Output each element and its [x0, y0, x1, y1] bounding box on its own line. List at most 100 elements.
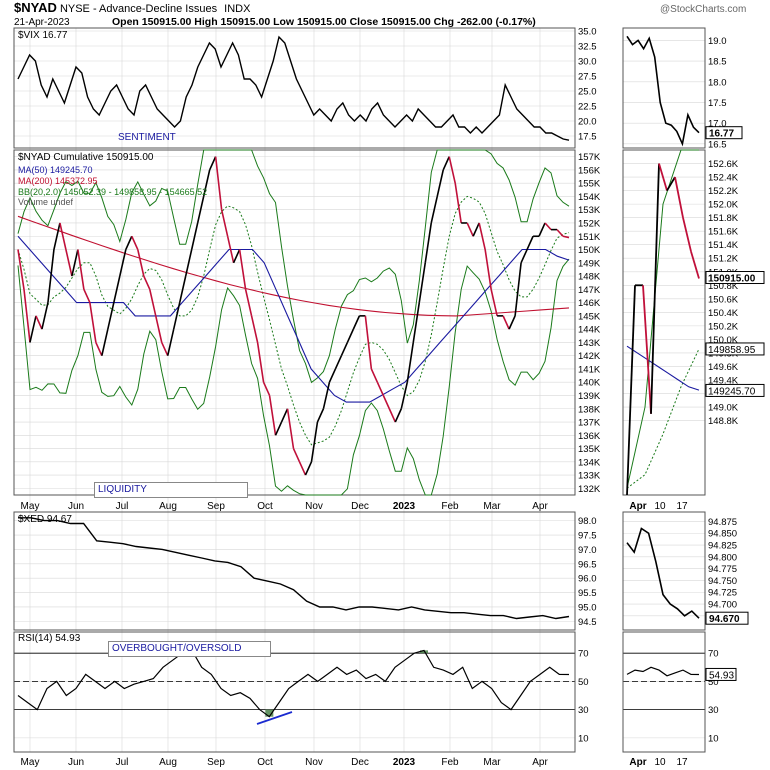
nyad-zoom-y-tick: 151.2K — [708, 254, 739, 265]
nyad-price-segment — [364, 315, 373, 370]
nyad-y-tick: 132K — [578, 484, 601, 495]
rsi-x-tick: Apr — [532, 757, 548, 768]
nyad-price-segment — [148, 289, 157, 317]
nyad-zoom-y-tick: 152.2K — [708, 186, 739, 197]
vix-y-tick: 20.0 — [578, 117, 597, 128]
bb-upper-band — [17, 149, 570, 384]
nyad-price-segment — [119, 249, 127, 277]
nyad-price-segment — [59, 222, 67, 250]
rsi-zoom-y-tick: 10 — [708, 733, 719, 744]
nyad-price-segment — [412, 302, 421, 343]
vix-y-tick: 32.5 — [578, 42, 597, 53]
rsi-x-tick: Nov — [305, 757, 323, 768]
nyad-zoom-price-segment — [626, 285, 636, 496]
nyad-price-segment — [220, 209, 229, 237]
nyad-zoom-y-tick: 150.2K — [708, 321, 739, 332]
rsi-last-value: 54.93 — [709, 670, 734, 681]
nyad-zoom-price-segment — [650, 163, 660, 414]
nyad-price-segment — [502, 315, 510, 330]
nyad-x-tick: May — [21, 501, 40, 512]
nyad-y-tick: 150K — [578, 245, 601, 256]
rsi-zoom-y-tick: 50 — [708, 677, 719, 688]
nyad-price-segment — [310, 421, 319, 462]
nyad-zoom-price-segment — [642, 285, 652, 414]
nyad-zoom-bb-tag-box — [705, 342, 765, 356]
panel-frame-vixZ — [622, 27, 706, 149]
nyad-price-segment — [262, 381, 271, 396]
nyad-price-segment — [352, 315, 361, 330]
nyad-price-segment — [418, 262, 427, 303]
nyad-y-tick: 135K — [578, 444, 601, 455]
nyad-zoom-y-tick: 152.6K — [708, 159, 739, 170]
nyad-price-segment — [250, 315, 259, 343]
nyad-price-segment — [526, 235, 534, 250]
nyad-price-segment — [454, 183, 462, 224]
nyad-price-segment — [154, 315, 163, 343]
nyad-zoom-y-tick: 149.6K — [708, 362, 739, 373]
vix-y-tick: 22.5 — [578, 102, 597, 113]
nyad-price-segment — [478, 222, 486, 250]
nyad-y-tick: 138K — [578, 404, 601, 415]
nyad-y-tick: 144K — [578, 325, 601, 336]
nyad-price-segment — [107, 302, 115, 330]
nyad-price-segment — [466, 222, 474, 237]
nyad-price-segment — [388, 408, 397, 423]
xed-line — [18, 517, 570, 620]
nyad-y-tick: 155K — [578, 179, 601, 190]
xed-y-tick: 97.0 — [578, 545, 597, 556]
nyad-price-segment — [226, 236, 235, 263]
vix-line — [17, 35, 570, 141]
rsi-x-tick: Sep — [207, 757, 225, 768]
nyad-zoom-y-tick: 151.8K — [708, 213, 739, 224]
nyad-x-tick: Mar — [483, 501, 501, 512]
chart-title: $NYAD NYSE - Advance-Decline Issues INDX — [14, 1, 250, 15]
nyad-price-segment — [101, 328, 109, 356]
nyad-price-segment — [508, 315, 516, 330]
nyad-price-segment — [280, 408, 289, 423]
xed-zoom-line — [626, 527, 700, 619]
xed-last-tag — [705, 611, 749, 625]
vix-zoom-y-tick: 17.5 — [708, 98, 727, 109]
rsi-legend: RSI(14) 54.93 — [18, 633, 81, 644]
xed-y-tick: 96.5 — [578, 559, 597, 570]
rsi-y-tick: 70 — [578, 649, 589, 660]
vix-last-value: 16.77 — [709, 129, 734, 140]
nyad-y-tick: 141K — [578, 364, 601, 375]
nyad-price-segment — [53, 222, 61, 250]
vix-y-tick: 25.0 — [578, 87, 597, 98]
zoom-rsi-x-tick: 17 — [676, 757, 688, 768]
nyad-price-segment — [346, 328, 355, 343]
zoom-rsi-x-tick: 10 — [654, 757, 666, 768]
overbought-oversold-label: OVERBOUGHT/OVERSOLD — [108, 641, 271, 657]
nyad-y-tick: 149K — [578, 258, 601, 269]
axis-ticks: 35.0 32.5 30.0 27.5 25.0 22.5 20.0 17.5 19.0 18.5… — [21, 27, 765, 768]
xed-zoom-y-tick: 94.800 — [708, 552, 737, 563]
nyad-x-tick: Oct — [257, 501, 273, 512]
nyad-y-tick: 154K — [578, 192, 601, 203]
rsi-trend-line — [256, 711, 293, 725]
nyad-price-segment — [298, 461, 307, 476]
nyad-price-segment — [256, 342, 265, 383]
nyad-price-segment — [406, 342, 415, 383]
nyad-price-segment — [166, 328, 175, 356]
nyad-price-segment — [292, 448, 301, 463]
nyad-y-tick: 147K — [578, 285, 601, 296]
nyad-zoom-y-tick: 149.4K — [708, 376, 739, 387]
nyad-y-tick: 146K — [578, 298, 601, 309]
xed-y-tick: 98.0 — [578, 516, 597, 527]
nyad-price-segment — [190, 222, 199, 250]
nyad-y-tick: 136K — [578, 431, 601, 442]
nyad-y-tick: 139K — [578, 391, 601, 402]
vix-zoom-y-tick: 17.0 — [708, 119, 727, 130]
nyad-zoom-y-tick: 150.0K — [708, 335, 739, 346]
nyad-zoom-price-segment — [690, 251, 700, 279]
nyad-price-segment — [382, 395, 391, 410]
panel-frame-nyadZ — [622, 149, 706, 496]
nyad-zoom-price-segment — [666, 176, 676, 192]
nyad-price-segment — [238, 249, 247, 290]
nyad-x-tick: Apr — [532, 501, 548, 512]
nyad-price-segment — [562, 235, 570, 239]
nyad-price-segment — [286, 408, 295, 449]
nyad-price-segment — [472, 222, 480, 237]
